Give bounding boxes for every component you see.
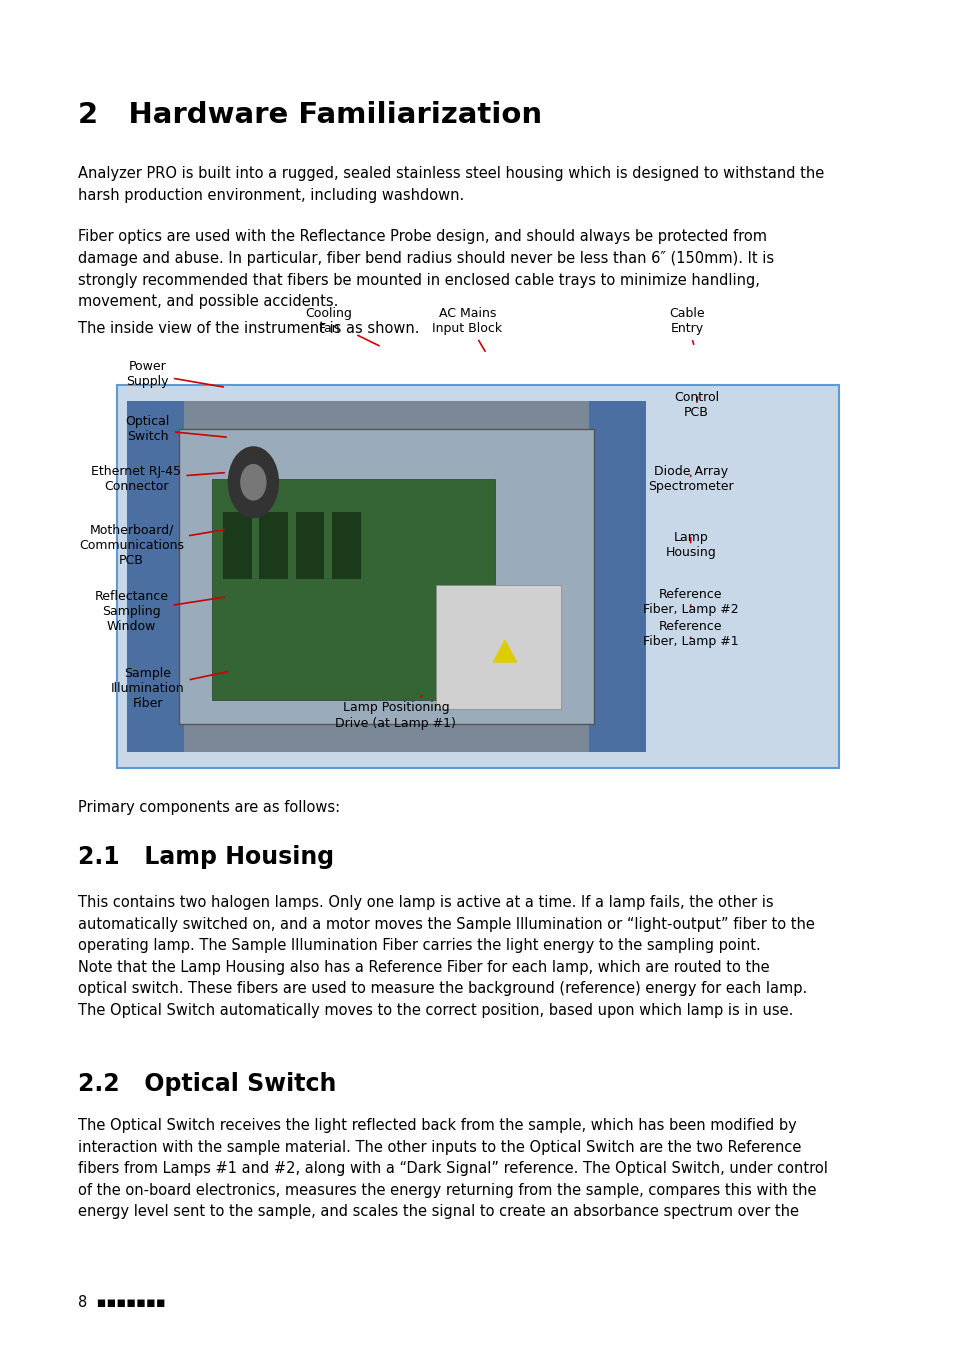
Text: Optical
Switch: Optical Switch <box>126 416 226 443</box>
Text: 2.2   Optical Switch: 2.2 Optical Switch <box>78 1072 336 1096</box>
FancyBboxPatch shape <box>178 429 594 724</box>
FancyBboxPatch shape <box>295 513 324 579</box>
Text: Primary components are as follows:: Primary components are as follows: <box>78 801 340 815</box>
Text: 2   Hardware Familiarization: 2 Hardware Familiarization <box>78 101 542 130</box>
FancyBboxPatch shape <box>117 385 838 768</box>
FancyBboxPatch shape <box>223 513 252 579</box>
Circle shape <box>228 447 278 517</box>
Text: Motherboard/
Communications
PCB: Motherboard/ Communications PCB <box>79 524 224 567</box>
Text: Reference
Fiber, Lamp #1: Reference Fiber, Lamp #1 <box>642 621 738 648</box>
Text: Reflectance
Sampling
Window: Reflectance Sampling Window <box>94 590 224 633</box>
Text: Sample
Illumination
Fiber: Sample Illumination Fiber <box>111 667 228 710</box>
Polygon shape <box>493 640 516 662</box>
Text: Control
PCB: Control PCB <box>673 392 719 418</box>
Circle shape <box>241 464 266 500</box>
FancyBboxPatch shape <box>127 401 184 752</box>
Text: Analyzer PRO is built into a rugged, sealed stainless steel housing which is des: Analyzer PRO is built into a rugged, sea… <box>78 166 823 202</box>
Text: Power
Supply: Power Supply <box>127 360 223 387</box>
FancyBboxPatch shape <box>332 513 360 579</box>
Text: This contains two halogen lamps. Only one lamp is active at a time. If a lamp fa: This contains two halogen lamps. Only on… <box>78 895 814 1018</box>
Text: Cooling
Fan: Cooling Fan <box>305 308 378 346</box>
FancyBboxPatch shape <box>589 401 646 752</box>
FancyBboxPatch shape <box>436 586 560 709</box>
FancyBboxPatch shape <box>127 401 646 752</box>
FancyBboxPatch shape <box>212 479 494 701</box>
Text: Fiber optics are used with the Reflectance Probe design, and should always be pr: Fiber optics are used with the Reflectan… <box>78 230 774 309</box>
Text: AC Mains
Input Block: AC Mains Input Block <box>432 308 502 351</box>
Text: Lamp
Housing: Lamp Housing <box>664 532 716 559</box>
Text: Ethernet RJ-45
Connector: Ethernet RJ-45 Connector <box>91 466 224 493</box>
Text: Cable
Entry: Cable Entry <box>668 308 704 344</box>
Text: The Optical Switch receives the light reflected back from the sample, which has : The Optical Switch receives the light re… <box>78 1118 827 1219</box>
Text: Diode Array
Spectrometer: Diode Array Spectrometer <box>647 466 733 493</box>
Text: Lamp Positioning
Drive (at Lamp #1): Lamp Positioning Drive (at Lamp #1) <box>335 695 456 729</box>
Text: The inside view of the instrument is as shown.: The inside view of the instrument is as … <box>78 321 419 336</box>
Text: 2.1   Lamp Housing: 2.1 Lamp Housing <box>78 845 334 869</box>
FancyBboxPatch shape <box>259 513 288 579</box>
Text: Reference
Fiber, Lamp #2: Reference Fiber, Lamp #2 <box>642 589 738 616</box>
Text: 8  ▪▪▪▪▪▪▪: 8 ▪▪▪▪▪▪▪ <box>78 1295 166 1309</box>
